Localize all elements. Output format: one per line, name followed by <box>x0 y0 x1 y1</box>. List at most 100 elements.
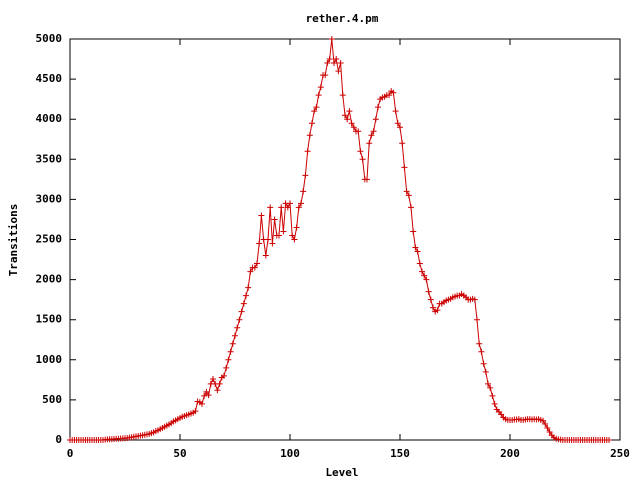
point-marker <box>342 112 348 119</box>
point-marker <box>425 288 432 295</box>
point-marker <box>390 89 397 96</box>
point-marker <box>295 204 302 211</box>
point-marker <box>478 348 485 355</box>
point-marker <box>348 120 355 127</box>
point-marker <box>427 296 434 303</box>
point-marker <box>243 292 249 299</box>
x-tick-label: 50 <box>173 447 186 460</box>
x-tick-label: 200 <box>500 447 520 460</box>
point-marker <box>306 132 313 139</box>
point-marker <box>491 400 498 407</box>
point-marker <box>392 108 399 115</box>
point-marker <box>430 304 436 311</box>
point-marker <box>386 92 392 99</box>
point-marker <box>322 72 329 79</box>
point-marker <box>221 372 227 379</box>
point-marker <box>201 392 208 399</box>
plot-border <box>69 38 621 441</box>
point-marker <box>408 204 414 211</box>
x-tick-label: 100 <box>280 447 300 460</box>
point-marker <box>333 56 340 63</box>
point-marker <box>192 408 199 415</box>
point-marker <box>225 356 232 363</box>
point-marker <box>355 128 362 135</box>
point-marker <box>419 268 425 275</box>
point-marker <box>372 116 379 123</box>
point-marker <box>368 132 375 139</box>
point-marker <box>298 200 304 207</box>
y-tick-label: 4000 <box>36 112 63 125</box>
point-marker <box>399 140 406 147</box>
point-marker <box>278 204 285 211</box>
point-marker <box>223 364 230 371</box>
point-marker <box>256 240 263 247</box>
point-marker <box>232 332 238 339</box>
point-marker <box>344 116 351 123</box>
point-marker <box>403 188 410 195</box>
point-marker <box>414 248 421 255</box>
point-marker <box>300 188 307 195</box>
point-marker <box>289 232 296 239</box>
point-marker <box>234 324 241 331</box>
point-marker <box>280 228 287 235</box>
point-marker <box>328 36 335 42</box>
point-marker <box>350 124 357 131</box>
point-marker <box>337 60 344 67</box>
point-marker <box>364 176 370 183</box>
point-marker <box>313 104 320 111</box>
point-marker <box>254 260 260 267</box>
point-marker <box>487 384 494 391</box>
point-marker <box>302 172 309 179</box>
point-marker <box>262 252 269 259</box>
point-marker <box>405 192 412 199</box>
point-marker <box>482 368 489 375</box>
point-marker <box>326 56 333 63</box>
series-line <box>70 38 609 441</box>
point-marker <box>339 92 346 99</box>
point-marker <box>410 228 417 235</box>
point-marker <box>346 108 353 115</box>
point-marker <box>284 204 291 211</box>
point-marker <box>269 240 276 247</box>
y-tick-label: 0 <box>55 433 62 446</box>
point-marker <box>324 60 331 67</box>
x-tick-label: 0 <box>67 447 74 460</box>
point-marker <box>331 60 337 67</box>
point-marker <box>214 387 221 394</box>
point-marker <box>265 236 271 243</box>
point-marker <box>489 392 496 399</box>
y-tick-label: 3500 <box>36 152 63 165</box>
point-marker <box>317 84 324 91</box>
point-marker <box>366 140 373 147</box>
point-marker <box>544 424 551 431</box>
point-marker <box>370 128 377 135</box>
y-tick-label: 2500 <box>36 233 63 246</box>
point-marker <box>291 236 298 243</box>
y-tick-label: 2000 <box>36 273 63 286</box>
point-marker <box>485 380 491 387</box>
point-marker <box>397 124 403 131</box>
point-marker <box>210 376 216 383</box>
point-marker <box>267 204 274 211</box>
point-marker <box>401 164 408 171</box>
point-marker <box>199 400 205 407</box>
point-marker <box>236 316 243 323</box>
point-marker <box>287 200 293 207</box>
point-marker <box>271 216 278 223</box>
point-marker <box>304 148 311 155</box>
point-marker <box>474 316 480 323</box>
point-marker <box>311 108 318 115</box>
y-tick-label: 4500 <box>36 72 63 85</box>
point-marker <box>315 92 322 99</box>
point-marker <box>434 307 441 314</box>
point-marker <box>240 300 247 307</box>
y-tick-label: 1000 <box>36 353 63 366</box>
point-marker <box>293 224 300 231</box>
point-marker <box>309 120 315 127</box>
chart-title: rether.4.pm <box>306 12 379 25</box>
point-marker <box>258 212 265 219</box>
y-tick-label: 1500 <box>36 313 63 326</box>
point-marker <box>394 120 401 127</box>
point-marker <box>203 388 210 395</box>
